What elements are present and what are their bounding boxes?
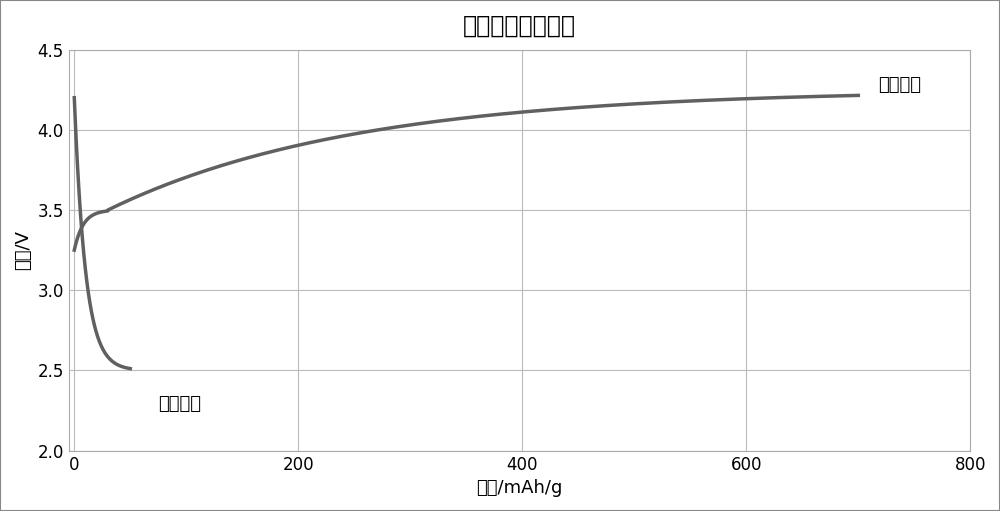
Text: 首次放电: 首次放电 — [158, 394, 201, 412]
X-axis label: 时间/mAh/g: 时间/mAh/g — [476, 479, 563, 497]
Y-axis label: 电压/V: 电压/V — [14, 230, 32, 270]
Title: 首次充放电曲线图: 首次充放电曲线图 — [463, 14, 576, 38]
Text: 首次充电: 首次充电 — [879, 76, 922, 94]
